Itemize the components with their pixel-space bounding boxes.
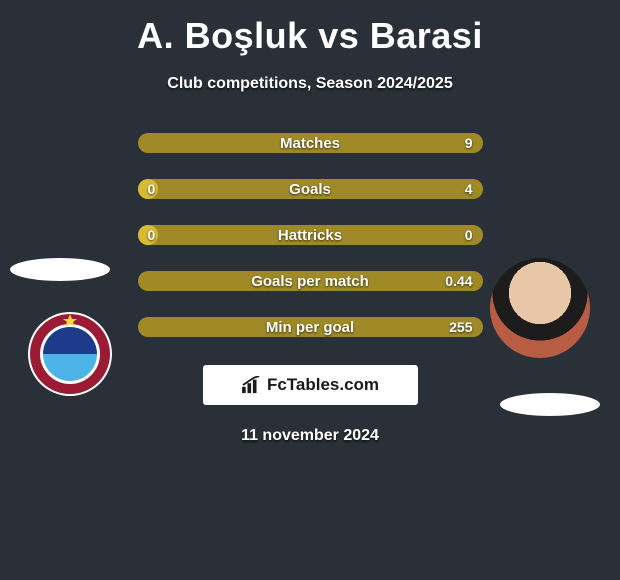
bar-chart-icon bbox=[241, 376, 263, 394]
player1-club-badge bbox=[20, 311, 120, 397]
stat-row: Matches9 bbox=[138, 133, 483, 153]
page-title: A. Boşluk vs Barasi bbox=[0, 0, 620, 57]
date-label: 11 november 2024 bbox=[0, 427, 620, 445]
stat-row: 0Goals4 bbox=[138, 179, 483, 199]
player2-avatar bbox=[490, 258, 590, 358]
subtitle: Club competitions, Season 2024/2025 bbox=[0, 75, 620, 93]
fctables-logo: FcTables.com bbox=[203, 365, 418, 405]
stat-row: 0Hattricks0 bbox=[138, 225, 483, 245]
player1-placeholder-ellipse bbox=[10, 258, 110, 281]
stats-container: Matches90Goals40Hattricks0Goals per matc… bbox=[138, 133, 483, 337]
player2-club-placeholder bbox=[500, 393, 600, 416]
logo-text: FcTables.com bbox=[267, 375, 379, 395]
stat-label: Hattricks bbox=[138, 227, 483, 244]
stat-row: Goals per match0.44 bbox=[138, 271, 483, 291]
stat-label: Goals per match bbox=[138, 273, 483, 290]
stat-row: Min per goal255 bbox=[138, 317, 483, 337]
stat-label: Min per goal bbox=[138, 319, 483, 336]
stat-right-value: 255 bbox=[449, 319, 472, 335]
content-wrap: Matches90Goals40Hattricks0Goals per matc… bbox=[0, 133, 620, 445]
stat-right-value: 4 bbox=[465, 181, 473, 197]
stat-right-value: 0.44 bbox=[445, 273, 472, 289]
stat-label: Matches bbox=[138, 135, 483, 152]
stat-right-value: 9 bbox=[465, 135, 473, 151]
stat-label: Goals bbox=[138, 181, 483, 198]
club-badge-icon bbox=[20, 311, 120, 397]
stat-right-value: 0 bbox=[465, 227, 473, 243]
